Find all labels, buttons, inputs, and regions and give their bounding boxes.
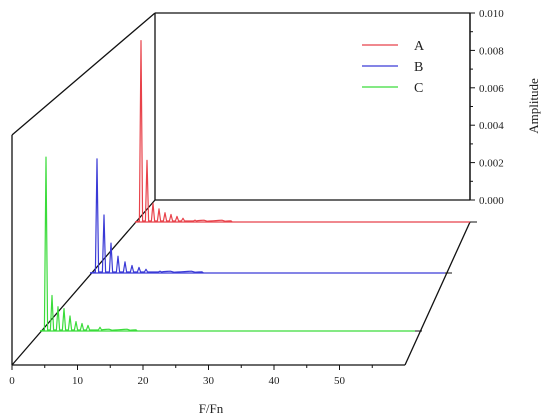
series-line-A: [134, 40, 233, 223]
amplitude-axis-label: Amplitude: [526, 78, 541, 134]
amplitude-tick-label: 0.000: [479, 195, 504, 207]
x-tick-label: 0: [9, 375, 15, 387]
amplitude-tick-label: 0.008: [479, 45, 504, 57]
legend-label-C: C: [414, 81, 423, 96]
amplitude-tick-label: 0.006: [479, 83, 504, 95]
amplitude-tick-label: 0.010: [479, 8, 504, 20]
amplitude-tick-label: 0.002: [479, 158, 504, 170]
depth-axis: [415, 221, 477, 332]
plot-frame: [11, 12, 471, 366]
series-layer: [39, 40, 470, 332]
legend-label-A: A: [414, 39, 425, 54]
series-line-C: [39, 156, 138, 332]
frame-left-top-edge: [11, 12, 156, 136]
legend-label-B: B: [414, 60, 423, 75]
x-tick-label: 10: [72, 375, 84, 387]
legend: ABC: [362, 39, 425, 96]
amplitude-axis: 0.000 0.002 0.004 0.006 0.008 0.010: [469, 8, 504, 207]
x-axis-label: F/Fn: [199, 401, 224, 416]
x-tick-label: 50: [334, 375, 346, 387]
frame-right-depth-edge: [404, 221, 471, 366]
x-tick-label: 30: [203, 375, 215, 387]
frame-left-bottom-edge: [11, 199, 156, 366]
x-axis: 0 10 20 30 40 50: [9, 365, 373, 387]
x-tick-label: 40: [269, 375, 281, 387]
amplitude-tick-label: 0.004: [479, 120, 504, 132]
x-tick-label: 20: [138, 375, 150, 387]
